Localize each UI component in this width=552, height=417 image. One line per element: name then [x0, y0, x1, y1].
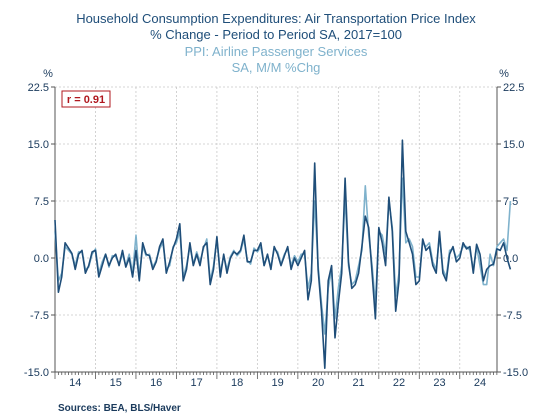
x-tick-label: 17	[191, 377, 203, 389]
series-line-pce-air-transportation	[54, 139, 512, 370]
chart-title-secondary: PPI: Airline Passenger Services	[184, 44, 368, 59]
y-tick-label-right: 15.0	[503, 139, 524, 151]
y-tick-label-left: -15.0	[24, 367, 49, 379]
x-tick-label: 19	[271, 377, 283, 389]
y-tick-label-left: 0.0	[34, 253, 49, 265]
x-tick-label: 24	[474, 377, 486, 389]
y-tick-label-left: 7.5	[34, 196, 49, 208]
plot-area	[55, 87, 497, 372]
y-tick-label-left: 22.5	[28, 82, 49, 94]
x-tick-label: 20	[312, 377, 324, 389]
left-unit-label: %	[43, 68, 53, 80]
correlation-annotation: r = 0.91	[67, 94, 105, 106]
chart-subtitle: % Change - Period to Period SA, 2017=100	[150, 27, 402, 42]
chart-title: Household Consumption Expenditures: Air …	[76, 11, 476, 26]
y-tick-label-right: -15.0	[503, 367, 528, 379]
x-tick-label: 23	[433, 377, 445, 389]
x-tick-label: 18	[231, 377, 243, 389]
right-unit-label: %	[499, 68, 509, 80]
y-tick-label-right: 0.0	[503, 253, 518, 265]
y-tick-label-left: -7.5	[30, 310, 49, 322]
x-tick-label: 15	[110, 377, 122, 389]
x-tick-label: 22	[393, 377, 405, 389]
x-tick-label: 16	[150, 377, 162, 389]
y-tick-label-left: 15.0	[28, 139, 49, 151]
source-note: Sources: BEA, BLS/Haver	[58, 403, 181, 414]
x-tick-label: 14	[69, 377, 81, 389]
y-tick-label-right: 22.5	[503, 82, 524, 94]
chart-subtitle-secondary: SA, M/M %Chg	[231, 60, 321, 75]
y-tick-label-right: -7.5	[503, 310, 522, 322]
annotation-box	[61, 90, 111, 108]
x-tick-label: 21	[352, 377, 364, 389]
